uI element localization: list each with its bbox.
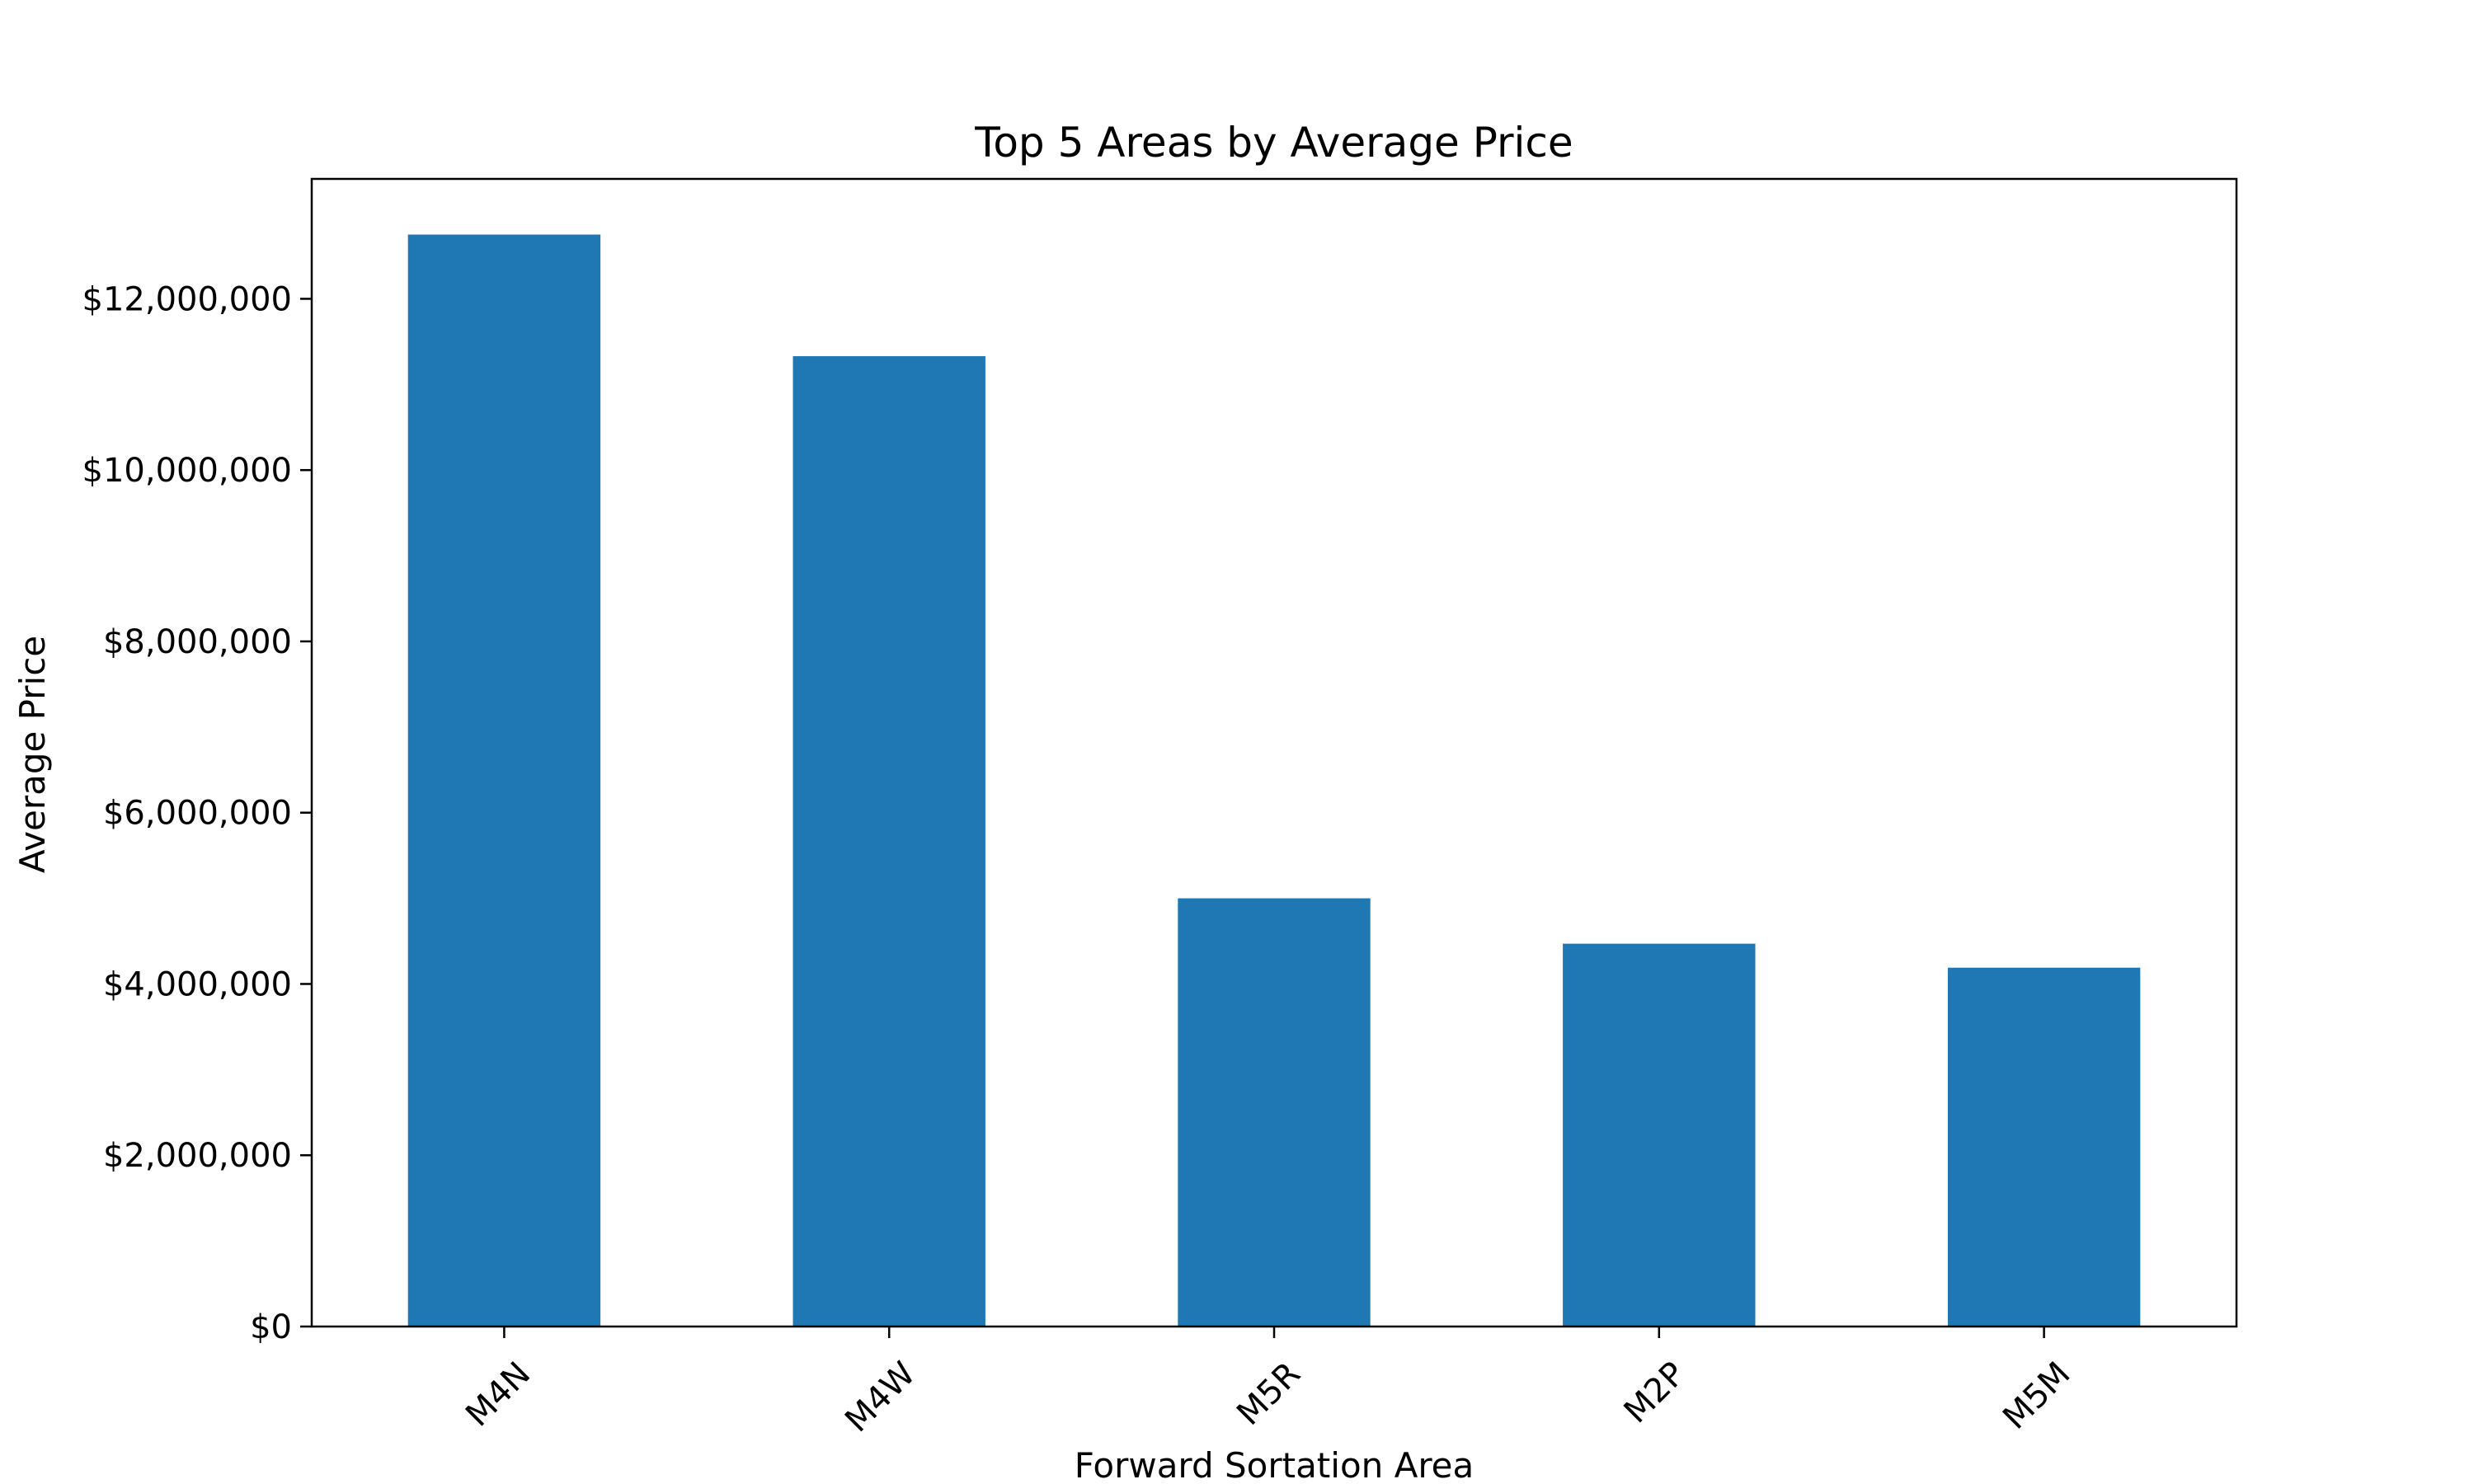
chart-title: Top 5 Areas by Average Price: [974, 119, 1573, 167]
y-tick-label: $8,000,000: [103, 623, 292, 661]
y-tick-label: $2,000,000: [103, 1137, 292, 1175]
y-axis-label: Average Price: [12, 636, 53, 873]
bar-m5r: [1178, 898, 1371, 1327]
y-tick-label: $12,000,000: [82, 280, 292, 318]
bar-m4n: [407, 234, 601, 1327]
bar-m4w: [793, 356, 985, 1327]
bar-m5m: [1947, 967, 2141, 1327]
y-tick-label: $4,000,000: [103, 965, 292, 1003]
y-tick-label: $10,000,000: [82, 452, 292, 490]
plot-area: $0 $2,000,000 $4,000,000 $6,000,000 $8,000,0…: [82, 177, 2238, 1439]
x-tick-label: M2P: [1617, 1355, 1693, 1430]
x-tick-label: M5R: [1230, 1355, 1308, 1433]
bar-m2p: [1563, 943, 1756, 1327]
x-axis-label: Forward Sortation Area: [1075, 1445, 1475, 1484]
y-tick-label: $6,000,000: [103, 795, 292, 833]
y-tick-label: $0: [250, 1308, 292, 1346]
x-tick-label: M4N: [459, 1355, 538, 1434]
x-tick-label: M4W: [838, 1355, 923, 1439]
x-tick-label: M5M: [1996, 1355, 2077, 1436]
